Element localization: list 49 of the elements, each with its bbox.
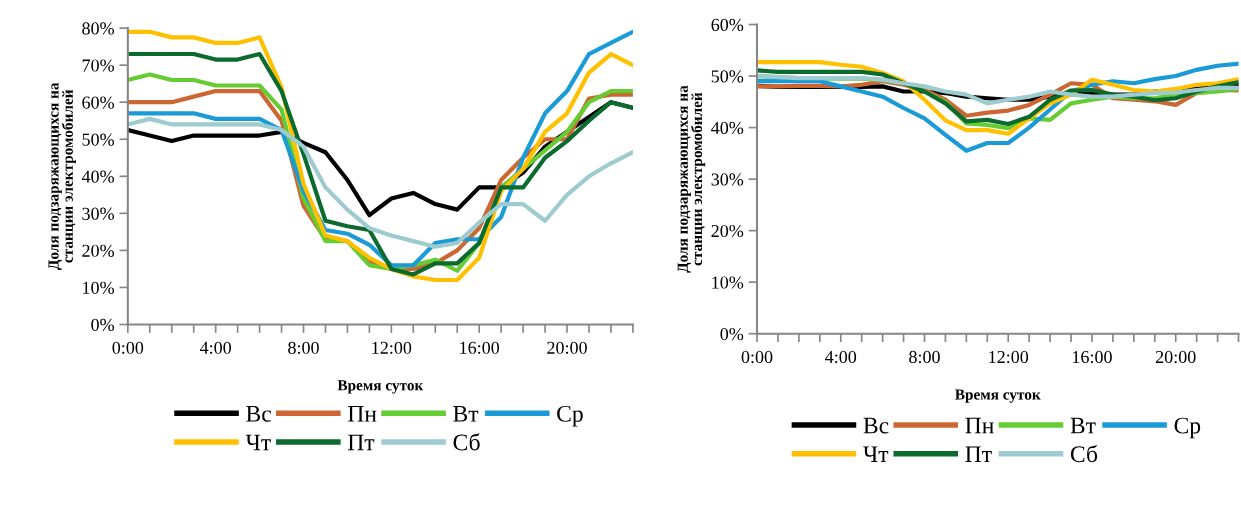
x-tick-label: 0:00 — [112, 341, 144, 354]
legend-label: Пн — [965, 417, 994, 434]
y-tick-label: 50% — [82, 133, 115, 146]
y-tick-label: 60% — [711, 18, 744, 32]
legend-label: Вт — [1070, 417, 1096, 434]
line-series — [757, 61, 1239, 153]
line-series — [127, 116, 633, 249]
x-tick-label: 0:00 — [741, 350, 773, 364]
x-tick-label: 12:00 — [989, 350, 1029, 364]
y-tick-label: 50% — [711, 70, 744, 83]
legend-label: Ср — [557, 405, 583, 427]
legend-label: Вс — [246, 406, 272, 422]
legend-label: Сб — [1070, 445, 1098, 463]
legend-label: Ср — [1174, 417, 1201, 439]
x-tick-label: 12:00 — [372, 341, 412, 354]
y-tick-label: 10% — [83, 281, 115, 294]
x-tick-label: 8:00 — [288, 341, 319, 354]
legend-label: Пт — [347, 434, 375, 451]
legend-label: Чт — [245, 434, 271, 451]
legend-label: Пн — [347, 406, 377, 422]
x-tick-label: 8:00 — [909, 350, 940, 364]
x-tick-label: 4:00 — [825, 350, 857, 364]
y-tick-label: 80% — [82, 22, 115, 35]
x-axis-title: Время суток — [337, 380, 424, 394]
line-series — [757, 73, 1239, 106]
y-tick-label: 30% — [82, 207, 115, 220]
y-tick-label: 0% — [91, 318, 115, 331]
y-tick-label: 30% — [711, 173, 744, 186]
x-tick-label: 16:00 — [1073, 350, 1112, 364]
y-tick-label: 0% — [720, 327, 744, 341]
y-tick-label: 40% — [81, 170, 115, 183]
y-axis-title: Доля подзаряжающихся на станции электромобилей — [48, 82, 76, 271]
y-axis-title: Доля подзаряжающихся на станции электромобилей — [677, 85, 706, 273]
x-tick-label: 20:00 — [1155, 350, 1196, 364]
legend-label: Вт — [453, 406, 479, 422]
y-tick-label: 10% — [712, 276, 744, 289]
y-tick-label: 20% — [82, 244, 115, 257]
x-tick-label: 4:00 — [199, 341, 232, 354]
y-tick-label: 60% — [82, 96, 115, 109]
y-tick-label: 40% — [711, 121, 744, 135]
legend-label: Чт — [863, 446, 889, 462]
y-tick-label: 20% — [711, 224, 744, 238]
x-tick-label: 16:00 — [460, 341, 500, 354]
x-tick-label: 20:00 — [547, 341, 587, 354]
legend-label: Пт — [965, 446, 992, 462]
legend-label: Сб — [453, 433, 480, 451]
legend-label: Вс — [863, 417, 889, 434]
y-tick-label: 70% — [82, 59, 115, 72]
x-axis-title: Время суток — [955, 389, 1041, 403]
